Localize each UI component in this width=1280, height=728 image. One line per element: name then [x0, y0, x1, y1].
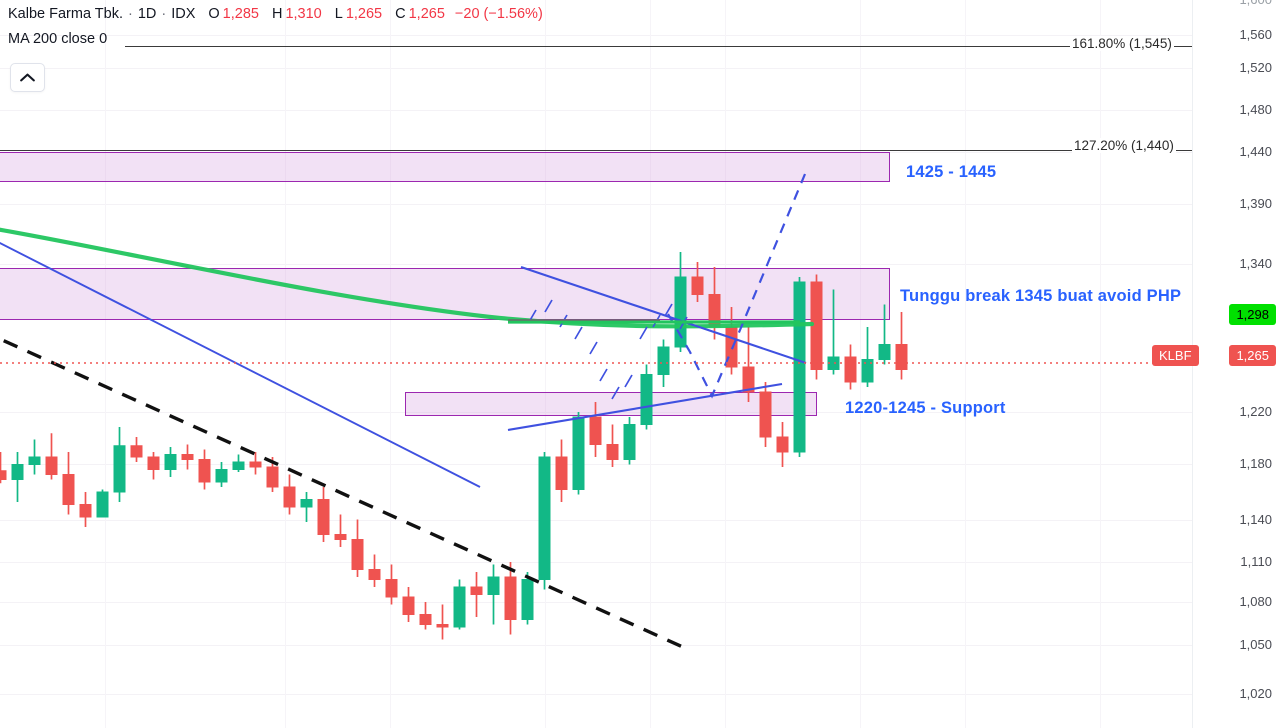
price-axis-tick: 1,520 — [1239, 60, 1272, 75]
change-value: −20 (−1.56%) — [454, 6, 543, 22]
fib-level-line[interactable] — [0, 150, 1192, 151]
ohlc-high: H 1,310 — [272, 2, 322, 26]
price-axis-tick: 1,110 — [1240, 554, 1272, 569]
resistance-zone-label: 1425 - 1445 — [906, 163, 997, 181]
collapse-pane-button[interactable] — [10, 63, 45, 92]
price-axis-tick: 1,390 — [1239, 196, 1272, 211]
symbol-price-badge: KLBF — [1152, 345, 1199, 366]
price-axis-tick: 1,440 — [1239, 144, 1272, 159]
legend-separator-1: · — [127, 6, 133, 22]
high-key: H — [271, 6, 283, 22]
ma200-legend-label: MA 200 close 0 — [8, 31, 108, 47]
ohlc-open: O 1,285 — [208, 2, 259, 26]
grid-line-h — [0, 562, 1192, 563]
drawings-layer — [0, 173, 1192, 650]
grid-line-v — [105, 0, 106, 728]
price-axis-tick: 1,220 — [1239, 404, 1272, 419]
price-axis[interactable]: 1,560 1,520 1,480 1,440 1,390 1,340 1,220 1,180… — [1192, 0, 1280, 728]
price-axis-tick: 1,340 — [1239, 256, 1272, 271]
price-axis-tick-clipped: 1,600 — [1239, 0, 1272, 7]
price-axis-tick: 1,080 — [1239, 594, 1272, 609]
grid-line-v — [545, 0, 546, 728]
close-key: C — [395, 6, 406, 22]
grid-line-h — [0, 520, 1192, 521]
grid-line-h — [0, 110, 1192, 111]
last-price-badge[interactable]: 1,265 — [1229, 345, 1276, 366]
grid-line-v — [390, 0, 391, 728]
grid-line-h — [0, 204, 1192, 205]
resistance-zone[interactable] — [0, 152, 890, 182]
low-value: 1,265 — [345, 6, 383, 22]
ohlc-low: L 1,265 — [335, 2, 382, 26]
exchange-label: IDX — [171, 6, 196, 22]
grid-line-v — [965, 0, 966, 728]
grid-line-v — [285, 0, 286, 728]
open-value: 1,285 — [222, 6, 259, 22]
grid-line-h — [0, 264, 1192, 265]
close-value: 1,265 — [408, 6, 445, 22]
grid-line-v — [650, 0, 651, 728]
chart-legend: Kalbe Farma Tbk. · 1D · IDX O 1,285 H 1,31… — [8, 2, 543, 52]
price-axis-tick: 1,050 — [1239, 637, 1272, 652]
legend-main-row[interactable]: Kalbe Farma Tbk. · 1D · IDX O 1,285 H 1,31… — [8, 2, 543, 26]
price-axis-tick: 1,180 — [1239, 456, 1272, 471]
symbol-name[interactable]: Kalbe Farma Tbk. — [8, 6, 123, 22]
support-zone-label: 1220-1245 - Support — [845, 399, 1006, 417]
grid-line-h — [0, 35, 1192, 36]
ma200-price-badge: 1,298 — [1229, 304, 1276, 325]
grid-line-v — [1100, 0, 1101, 728]
candlestick-series — [0, 252, 908, 640]
price-axis-tick: 1,020 — [1239, 686, 1272, 701]
grid-line-v — [860, 0, 861, 728]
fib-level-label: 161.80% (1,545) — [1070, 36, 1174, 51]
chevron-up-icon — [20, 73, 35, 82]
supply-zone-label: Tunggu break 1345 buat avoid PHP — [900, 287, 1182, 305]
low-key: L — [334, 6, 343, 22]
grid-line-h — [0, 694, 1192, 695]
grid-line-h — [0, 464, 1192, 465]
high-value: 1,310 — [285, 6, 322, 22]
grid-line-h — [0, 645, 1192, 646]
ohlc-close: C 1,265 — [395, 2, 445, 26]
open-key: O — [208, 6, 220, 22]
grid-line-h — [0, 602, 1192, 603]
grid-line-h — [0, 68, 1192, 69]
price-axis-tick: 1,560 — [1239, 27, 1272, 42]
legend-indicator-row[interactable]: MA 200 close 0 — [8, 26, 543, 52]
legend-separator-2: · — [161, 6, 167, 22]
fib-level-label: 127.20% (1,440) — [1072, 138, 1176, 153]
chart-canvas[interactable]: 161.80% (1,545) 127.20% (1,440) 1425 - 14… — [0, 0, 1192, 728]
fib-level-line[interactable] — [125, 46, 1192, 47]
price-axis-tick: 1,480 — [1239, 102, 1272, 117]
price-axis-tick: 1,140 — [1239, 512, 1272, 527]
interval-label[interactable]: 1D — [137, 6, 157, 22]
